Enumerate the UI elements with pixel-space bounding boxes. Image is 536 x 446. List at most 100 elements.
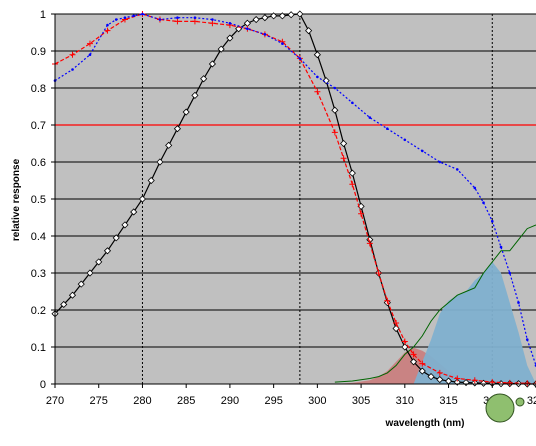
x-tick-label: 300 bbox=[308, 395, 326, 407]
series-1-point bbox=[427, 373, 435, 381]
series-2-point bbox=[401, 338, 408, 345]
series-2-point bbox=[69, 51, 76, 58]
series-1-point bbox=[182, 108, 190, 116]
series-1-point bbox=[278, 12, 286, 20]
series-1-point bbox=[200, 75, 208, 83]
series-3-point bbox=[421, 149, 424, 153]
series-3-point bbox=[158, 18, 162, 21]
series-2-point bbox=[314, 88, 321, 95]
x-tick-label: 290 bbox=[221, 395, 239, 407]
series-3-point bbox=[333, 86, 337, 90]
series-3-point bbox=[193, 16, 197, 20]
series-1-point bbox=[173, 125, 182, 133]
series-3-point bbox=[455, 168, 459, 171]
series-2-point bbox=[393, 319, 400, 326]
series-1-point bbox=[60, 300, 68, 309]
x-tick-label: 285 bbox=[177, 395, 195, 407]
series-3-point bbox=[508, 271, 512, 275]
series-3-point bbox=[517, 301, 520, 304]
series-1-point bbox=[121, 221, 129, 229]
series-1-point bbox=[130, 208, 138, 216]
series-3-point bbox=[298, 57, 302, 60]
y-tick-label: 0 bbox=[40, 379, 46, 391]
series-1-point bbox=[270, 12, 278, 20]
series-3-point bbox=[176, 16, 179, 20]
series-2-point bbox=[209, 20, 216, 27]
series-2-point bbox=[174, 18, 181, 25]
x-tick-label: 315 bbox=[439, 395, 457, 407]
series-3-point bbox=[351, 101, 354, 105]
series-1-point bbox=[261, 14, 269, 22]
series-1-point bbox=[68, 291, 77, 299]
series-1-point bbox=[86, 269, 94, 277]
series-2-point bbox=[358, 210, 365, 217]
green-spectrum-line bbox=[334, 224, 536, 383]
series-1-point bbox=[322, 77, 330, 85]
series-2-point bbox=[436, 369, 443, 376]
x-tick-label: 305 bbox=[352, 395, 370, 407]
y-tick-label: 1 bbox=[40, 9, 46, 21]
series-3-point bbox=[123, 16, 127, 20]
series-3-point bbox=[403, 138, 407, 142]
series-1-point bbox=[313, 51, 321, 59]
series-1-point bbox=[165, 141, 173, 149]
series-1-point bbox=[147, 176, 155, 185]
series-2-point bbox=[375, 270, 382, 276]
x-tick-label: 310 bbox=[396, 395, 414, 407]
filled-area-2 bbox=[413, 261, 536, 384]
series-1-point bbox=[331, 106, 339, 114]
y-tick-label: 0.5 bbox=[31, 194, 46, 206]
series-1-point bbox=[340, 139, 348, 148]
x-tick-label: 280 bbox=[133, 395, 151, 407]
x-axis-label: wavelength (nm) bbox=[385, 418, 465, 429]
series-1-point bbox=[156, 158, 164, 166]
series-3-point bbox=[368, 116, 372, 119]
series-3-point bbox=[490, 219, 494, 223]
series-3-point bbox=[473, 186, 477, 190]
series-2-point bbox=[384, 297, 391, 304]
series-2-point bbox=[410, 351, 417, 358]
turtle-head-icon bbox=[515, 397, 525, 407]
series-1-point bbox=[208, 60, 216, 68]
series-layer bbox=[51, 10, 536, 388]
series-1-point bbox=[296, 10, 304, 18]
series-2-point bbox=[454, 375, 461, 382]
series-1-point bbox=[392, 324, 400, 333]
series-1-point bbox=[418, 367, 426, 375]
series-3-point bbox=[438, 160, 442, 164]
series-3-point bbox=[263, 33, 267, 36]
y-tick-label: 0.1 bbox=[31, 342, 46, 354]
series-3-point bbox=[499, 245, 503, 249]
series-2-point bbox=[506, 379, 513, 386]
series-3-point bbox=[88, 53, 92, 56]
series-1-point bbox=[252, 15, 260, 24]
y-axis-label: relative response bbox=[11, 158, 22, 241]
y-tick-label: 0.7 bbox=[31, 120, 46, 132]
series-3-point bbox=[71, 68, 74, 71]
x-ticks: 27027528028529029530030531031532032533 bbox=[46, 384, 536, 407]
series-1-point bbox=[77, 280, 85, 288]
y-tick-label: 0.4 bbox=[31, 231, 46, 243]
series-3-point bbox=[281, 42, 284, 45]
y-tick-label: 0.9 bbox=[31, 46, 46, 58]
x-tick-label: 275 bbox=[90, 395, 108, 407]
series-1-point bbox=[226, 34, 234, 42]
series-1-point bbox=[138, 195, 147, 203]
series-1-point bbox=[103, 247, 112, 255]
series-1-point bbox=[305, 27, 313, 35]
series-2-point bbox=[191, 18, 198, 25]
series-1-point bbox=[95, 258, 103, 266]
series-3-point bbox=[211, 18, 214, 21]
x-tick-label: 325 bbox=[527, 395, 536, 407]
series-3-point bbox=[525, 338, 529, 341]
series-1-point bbox=[401, 343, 409, 351]
y-tick-label: 0.3 bbox=[31, 268, 46, 280]
series-2-point bbox=[104, 27, 111, 34]
series-3-point bbox=[246, 27, 249, 31]
x-tick-label: 295 bbox=[264, 395, 282, 407]
watermark-logo bbox=[485, 393, 525, 423]
series-2-point bbox=[471, 377, 478, 384]
series-3-point bbox=[106, 23, 109, 27]
series-3-point bbox=[482, 201, 485, 204]
